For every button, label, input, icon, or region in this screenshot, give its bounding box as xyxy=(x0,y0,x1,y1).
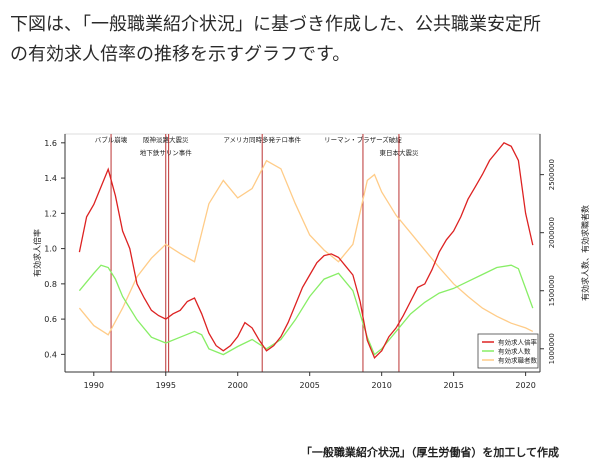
x-tick-label: 2000 xyxy=(228,381,248,390)
x-tick-label: 1990 xyxy=(84,381,104,390)
x-tick-label: 2015 xyxy=(443,381,463,390)
x-tick-label: 2005 xyxy=(300,381,320,390)
y-right-tick-label: 2000000 xyxy=(548,217,556,248)
source-note: 「一般職業紹介状況」（厚生労働省）を加工して作成 xyxy=(300,446,559,459)
y-left-tick-label: 1.0 xyxy=(44,245,57,254)
event-label: 阪神淡路大震災 xyxy=(143,135,189,144)
intro-line-2: の有効求人倍率の推移を示すグラフです。 xyxy=(10,44,351,65)
y-left-axis-title: 有効求人倍率 xyxy=(32,229,42,277)
x-tick-label: 2010 xyxy=(371,381,391,390)
event-label: 東日本大震災 xyxy=(379,148,419,157)
y-right-tick-label: 1500000 xyxy=(548,275,556,306)
event-label: 地下鉄サリン事件 xyxy=(140,148,193,157)
intro-text: 下図は、「一般職業紹介状況」に基づき作成した、公共職業安定所 の有効求人倍率の推… xyxy=(10,10,595,70)
y-left-tick-label: 1.6 xyxy=(44,139,57,148)
intro-line-1: 下図は、「一般職業紹介状況」に基づき作成した、公共職業安定所 xyxy=(10,14,541,35)
x-tick-label: 1995 xyxy=(156,381,176,390)
y-left-tick-label: 0.6 xyxy=(44,315,57,324)
y-left-tick-label: 0.8 xyxy=(44,280,57,289)
y-left-tick-label: 1.2 xyxy=(44,209,57,218)
legend-label: 有効求人数 xyxy=(498,347,531,356)
plot-frame xyxy=(64,133,541,373)
x-tick-label: 2020 xyxy=(515,381,535,390)
legend-label: 有効求職者数 xyxy=(498,356,538,365)
y-left-tick-label: 0.4 xyxy=(44,350,57,359)
event-label: リーマン・ブラザーズ破綻 xyxy=(324,135,402,144)
y-right-tick-label: 2500000 xyxy=(548,159,556,190)
series-line-1 xyxy=(78,264,534,356)
y-right-tick-label: 1000000 xyxy=(548,333,556,364)
chart-container: バブル崩壊 阪神淡路大震災 地下鉄サリン事件 アメリカ同時多発テロ事件 リーマン・ブラザ… xyxy=(0,128,599,448)
event-label: アメリカ同時多発テロ事件 xyxy=(223,135,301,144)
y-right-axis-title: 有効求人数、有効求職者数 xyxy=(580,205,590,301)
series-line-0 xyxy=(78,141,534,360)
legend-label: 有効求人倍率 xyxy=(498,338,538,347)
series-line-2 xyxy=(78,159,534,336)
y-left-tick-label: 1.4 xyxy=(44,174,57,183)
event-label: バブル崩壊 xyxy=(95,135,128,144)
